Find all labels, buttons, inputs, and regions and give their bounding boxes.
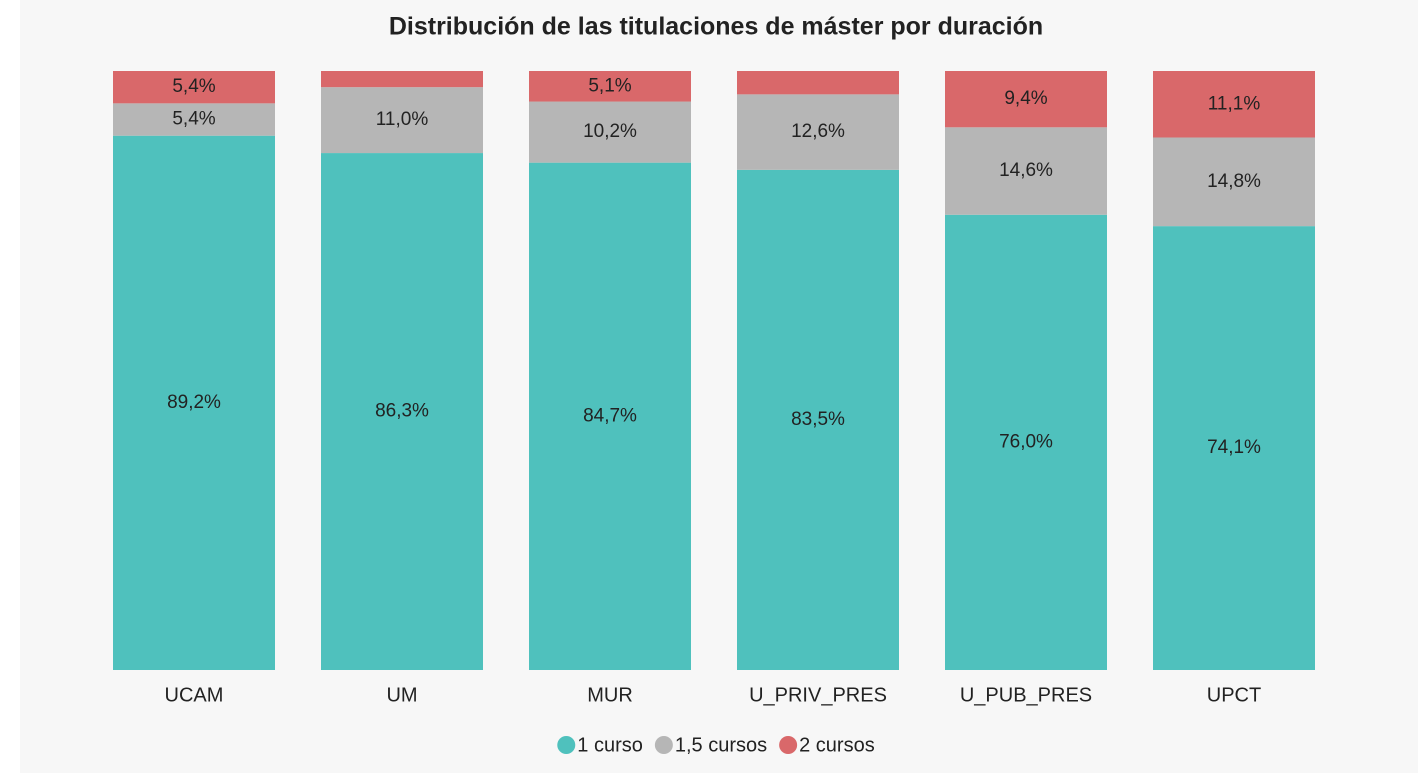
bar-segment [1153, 137, 1315, 227]
chart-title: Distribución de las titulaciones de mást… [389, 13, 1043, 41]
bar-segment [737, 94, 899, 170]
legend-label: 1 curso [577, 734, 643, 756]
x-tick-label: MUR [587, 684, 633, 706]
legend-label: 1,5 cursos [675, 734, 767, 756]
bar-segment [529, 101, 691, 163]
x-tick-label: UCAM [165, 684, 224, 706]
x-tick-label: UM [386, 684, 417, 706]
legend-marker [557, 736, 576, 754]
x-tick-label: U_PUB_PRES [960, 684, 1092, 706]
bar-segment [113, 135, 275, 670]
bar-segment [529, 71, 691, 102]
value-label: 11,0% [376, 109, 429, 130]
bar-segment [1153, 71, 1315, 138]
value-label: 89,2% [167, 392, 221, 413]
value-label: 11,1% [1208, 93, 1261, 114]
value-label: 10,2% [583, 121, 637, 142]
value-label: 76,0% [999, 431, 1053, 452]
bar-segment [945, 127, 1107, 215]
bar-segment [945, 71, 1107, 128]
value-label: 83,5% [791, 409, 845, 430]
bar-segment [113, 71, 275, 104]
x-tick-label: U_PRIV_PRES [749, 684, 887, 706]
bar-segment [945, 214, 1107, 670]
value-label: 84,7% [583, 405, 637, 426]
value-label: 5,4% [172, 76, 215, 97]
bar-segment [737, 169, 899, 670]
value-label: 14,6% [999, 160, 1053, 181]
bar-segment [321, 153, 483, 671]
value-label: 14,8% [1207, 171, 1261, 192]
legend-label: 2 cursos [799, 734, 875, 756]
value-label: 12,6% [791, 121, 845, 142]
bar-segment [1153, 226, 1315, 671]
bar-segment [737, 71, 899, 95]
value-label: 5,1% [588, 75, 631, 96]
value-label: 9,4% [1004, 88, 1047, 109]
bar-segment [113, 103, 275, 136]
value-label: 86,3% [375, 401, 429, 422]
bar-segment [529, 162, 691, 670]
bar-segment [321, 87, 483, 154]
x-tick-label: UPCT [1207, 684, 1261, 706]
bar-segment [321, 71, 483, 88]
legend-marker [779, 736, 798, 754]
value-label: 74,1% [1207, 437, 1261, 458]
legend-marker [654, 736, 673, 754]
value-label: 5,4% [172, 109, 215, 130]
